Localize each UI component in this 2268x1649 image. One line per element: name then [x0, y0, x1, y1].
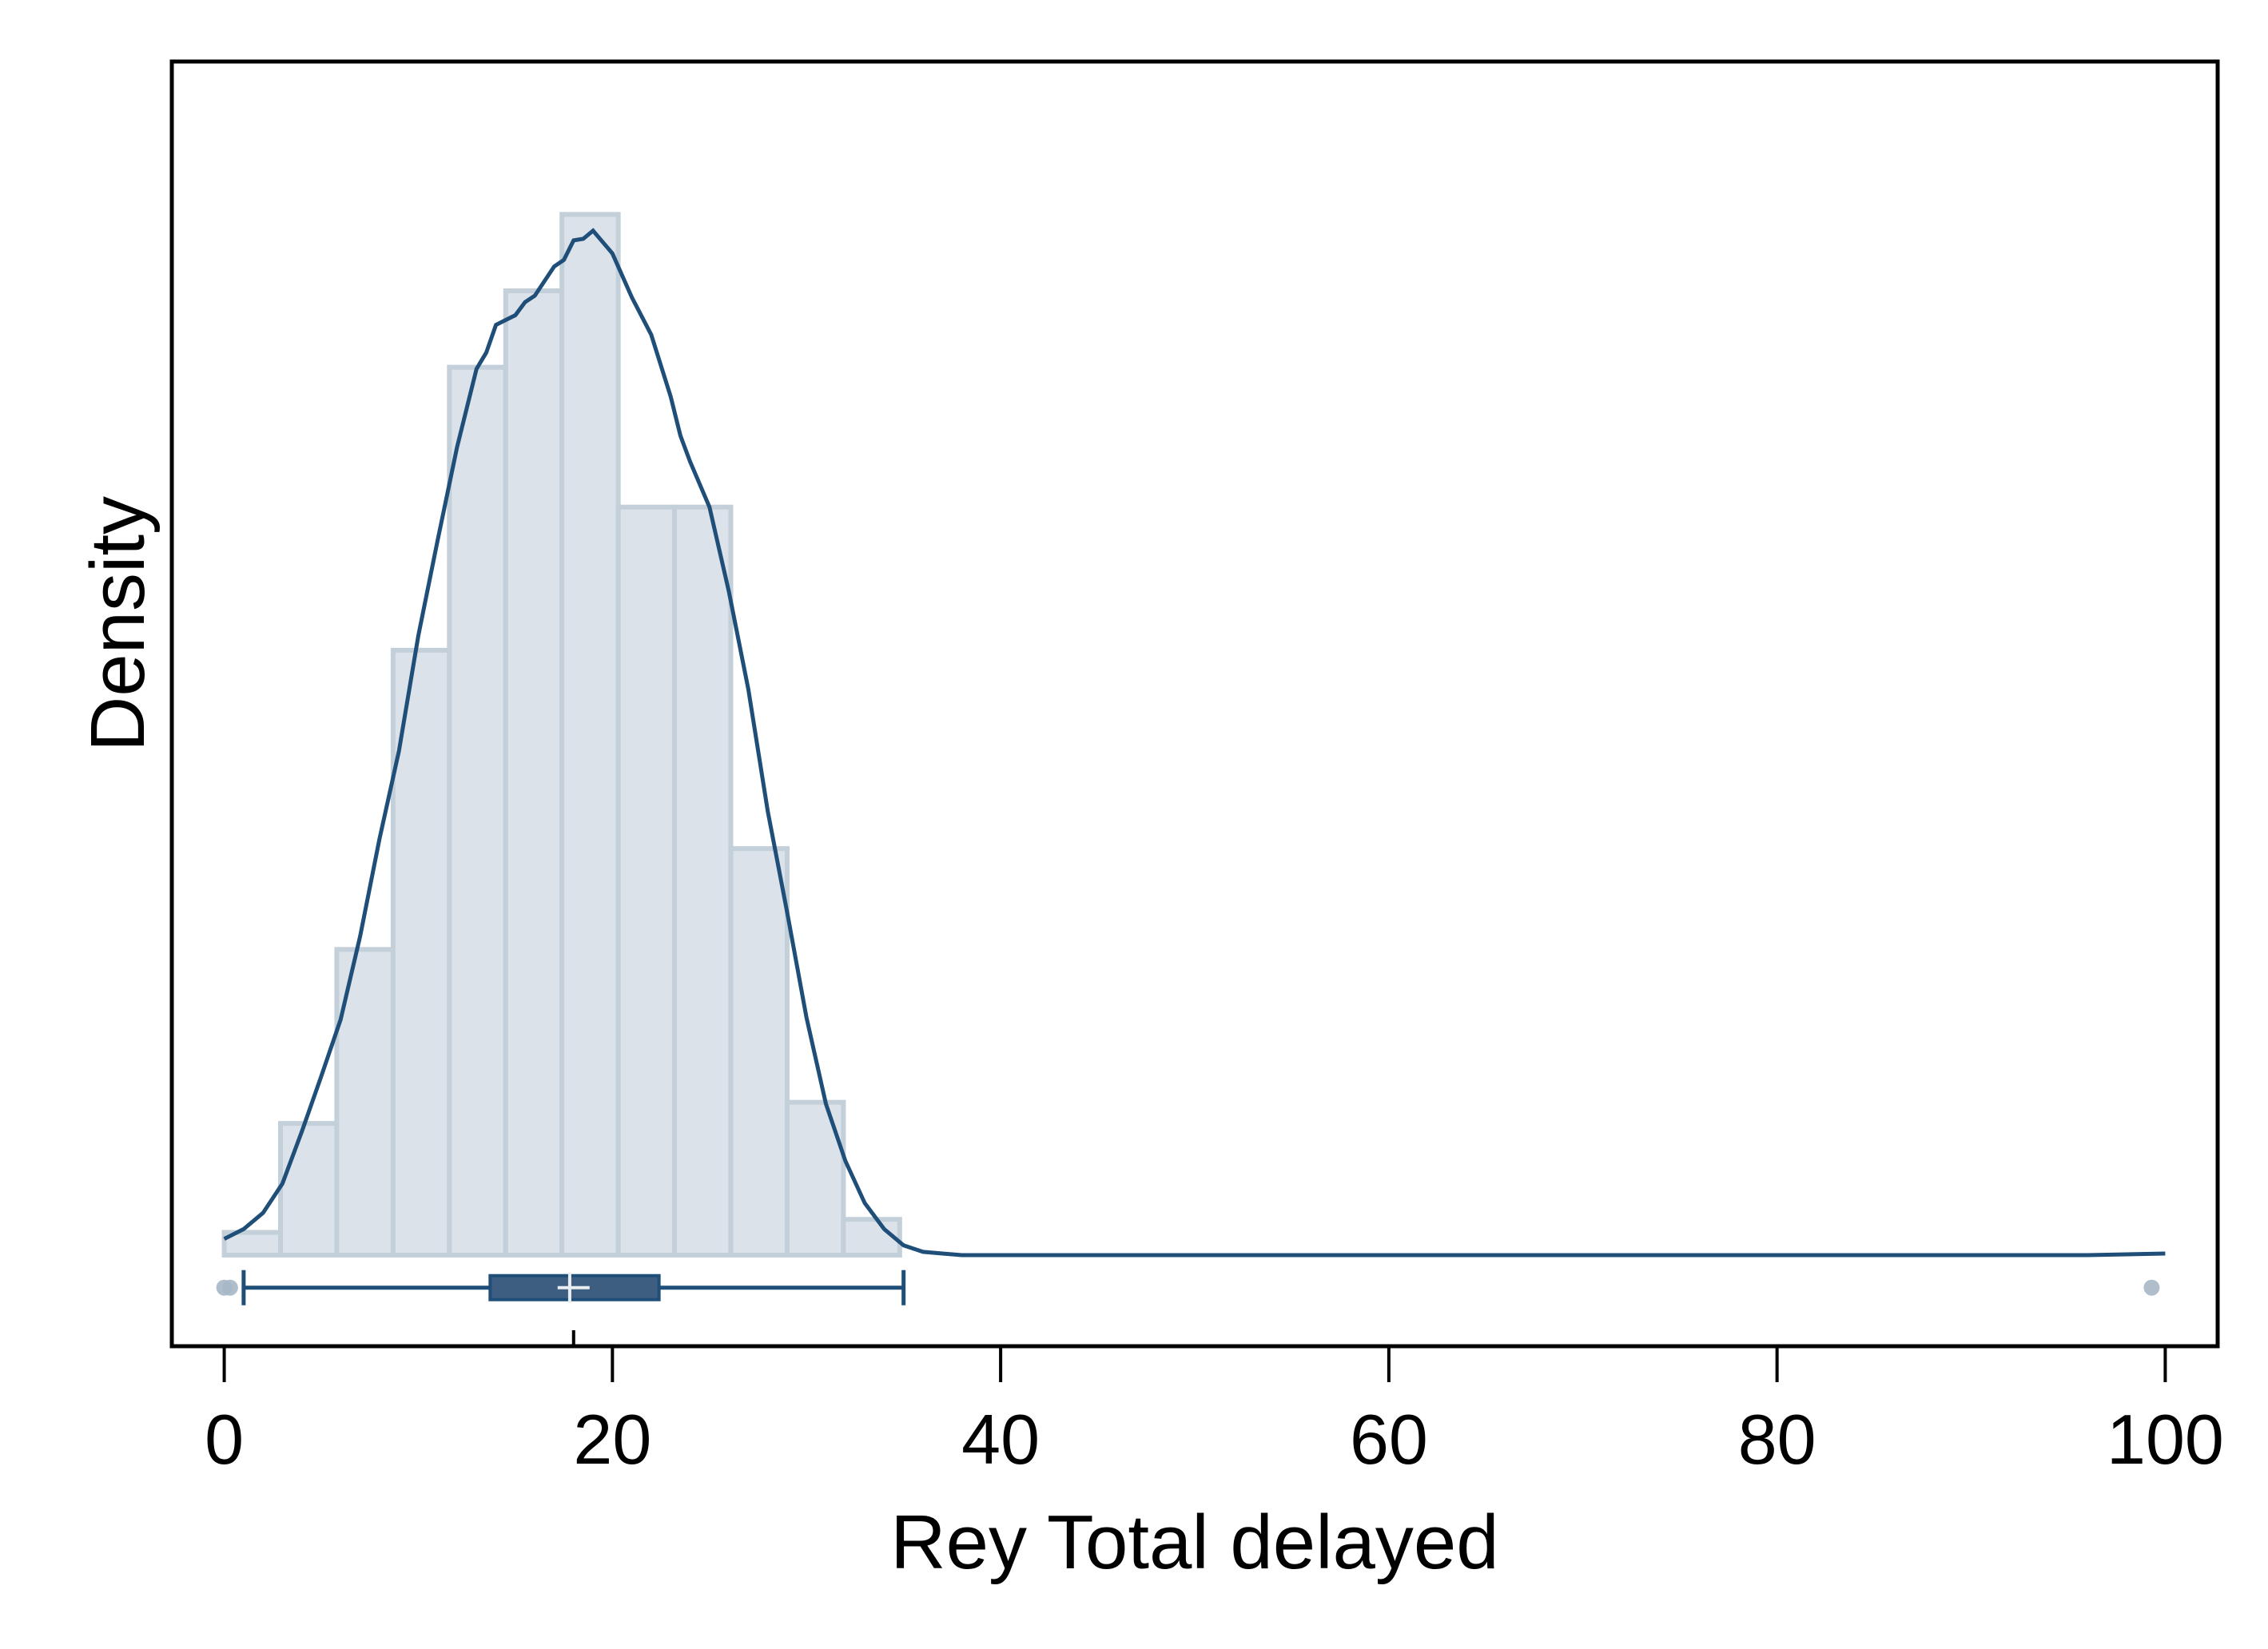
kde-density-line	[223, 228, 2166, 1258]
histogram-bar	[278, 1121, 340, 1258]
histogram-bar	[503, 288, 565, 1258]
histogram-bar	[728, 846, 790, 1258]
x-tick-label: 0	[205, 1400, 244, 1479]
x-axis: 0 20 40 60 80 100	[205, 1330, 2224, 1479]
x-tick-label: 20	[573, 1400, 651, 1479]
histogram-bar	[390, 647, 452, 1258]
boxplot	[216, 1270, 2160, 1305]
plot-frame	[169, 59, 2220, 1349]
y-axis-title: Density	[75, 496, 161, 752]
x-tick-label: 100	[2107, 1400, 2224, 1479]
boxplot-box	[488, 1274, 661, 1301]
x-tick-label: 40	[961, 1400, 1040, 1479]
histogram-bar	[447, 364, 508, 1258]
histogram-bar	[841, 1217, 902, 1258]
x-tick-label: 80	[1738, 1400, 1816, 1479]
x-tick-label: 60	[1350, 1400, 1428, 1479]
histogram-bar	[559, 212, 621, 1258]
boxplot-outlier	[2143, 1279, 2160, 1296]
histogram-bar	[672, 504, 734, 1258]
boxplot-outlier	[221, 1279, 238, 1296]
histogram-bars	[221, 212, 902, 1258]
histogram-bar	[615, 504, 678, 1258]
x-axis-title: Rey Total delayed	[890, 1500, 1498, 1585]
